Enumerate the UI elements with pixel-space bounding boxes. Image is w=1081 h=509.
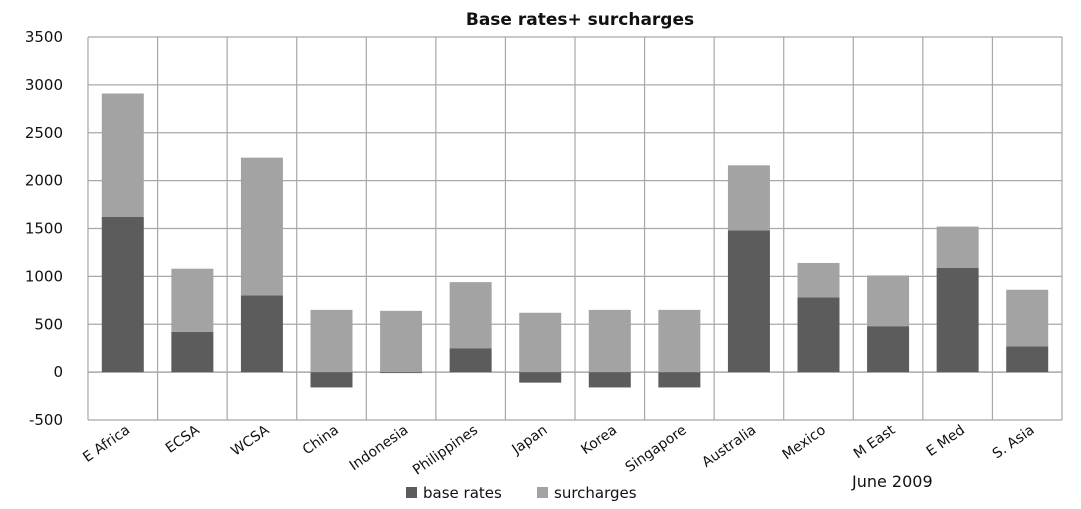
x-tick-label: Philippines	[410, 422, 481, 478]
bar-surcharges	[240, 157, 283, 296]
legend: base rates surcharges	[406, 484, 637, 502]
x-tick-label: Mexico	[780, 422, 829, 463]
bar-base-rates	[797, 297, 840, 373]
x-axis-labels: E Africa ECSA WCSA China IndonesiaPhilippine…	[80, 422, 1037, 479]
bars	[101, 93, 1049, 388]
bar-base-rates	[240, 295, 283, 373]
x-tick-label: Japan	[509, 422, 551, 458]
bar-surcharges	[1006, 289, 1049, 347]
legend-swatch	[406, 487, 417, 498]
chart-title: Base rates+ surcharges	[466, 10, 694, 30]
y-tick-label: 2000	[25, 172, 63, 190]
x-tick-label: E Med	[924, 422, 968, 460]
x-tick-label: Australia	[699, 422, 759, 471]
bar-surcharges	[588, 309, 631, 373]
y-axis-ticks: -500 0 500 1000 1500 2000 2500 3000 3500	[25, 28, 63, 429]
bar-surcharges	[727, 165, 770, 231]
y-tick-label: -500	[29, 411, 63, 429]
x-tick-label: Singapore	[623, 422, 690, 476]
bar-base-rates	[727, 230, 770, 373]
legend-swatch	[537, 487, 548, 498]
bar-surcharges	[310, 309, 353, 373]
bar-base-rates	[658, 372, 701, 388]
legend-label: surcharges	[554, 484, 637, 502]
bar-base-rates	[101, 217, 144, 373]
bar-surcharges	[449, 282, 492, 349]
x-tick-label: Indonesia	[347, 422, 412, 474]
y-tick-label: 500	[34, 315, 63, 333]
bar-surcharges	[171, 268, 214, 332]
y-tick-label: 1500	[25, 220, 63, 238]
x-tick-label: China	[300, 422, 342, 458]
bar-surcharges	[380, 310, 423, 373]
bar-surcharges	[936, 226, 979, 268]
x-tick-label: ECSA	[163, 422, 203, 457]
grid-lines	[87, 36, 1063, 421]
bar-base-rates	[449, 348, 492, 373]
legend-label: base rates	[423, 484, 502, 502]
y-tick-label: 0	[53, 363, 63, 381]
date-annotation: June 2009	[851, 472, 933, 491]
x-tick-label: Korea	[578, 422, 620, 458]
bar-surcharges	[867, 275, 910, 327]
x-tick-label: E Africa	[80, 422, 133, 466]
y-tick-label: 2500	[25, 124, 63, 142]
bar-base-rates	[519, 372, 562, 383]
y-tick-label: 3500	[25, 28, 63, 46]
x-tick-label: M East	[851, 422, 899, 462]
x-tick-label: WCSA	[228, 422, 272, 460]
bar-base-rates	[588, 372, 631, 388]
bar-surcharges	[797, 262, 840, 298]
bar-surcharges	[658, 309, 701, 373]
bar-base-rates	[310, 372, 353, 388]
bar-base-rates	[936, 267, 979, 373]
x-tick-label: S. Asia	[990, 422, 1038, 462]
bar-surcharges	[101, 93, 144, 218]
y-tick-label: 3000	[25, 76, 63, 94]
bar-base-rates	[171, 331, 214, 373]
y-tick-label: 1000	[25, 267, 63, 285]
bar-surcharges	[519, 312, 562, 373]
bar-base-rates	[867, 326, 910, 373]
bar-base-rates	[380, 372, 423, 374]
bar-base-rates	[1006, 346, 1049, 373]
